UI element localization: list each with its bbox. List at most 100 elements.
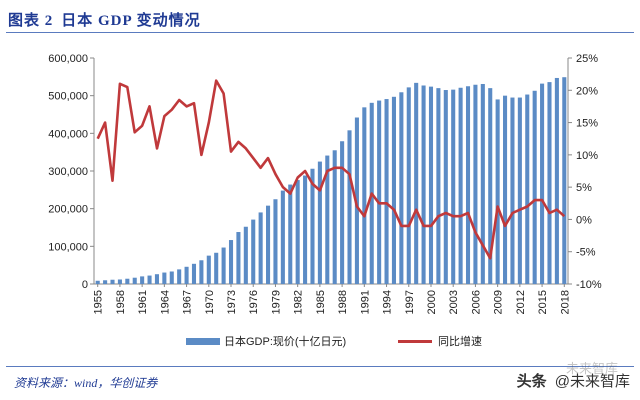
bar (391, 96, 396, 284)
source-note: 资料来源：wind，华创证券 (14, 376, 158, 390)
figure-label: 图表 2 (8, 13, 54, 29)
bar (354, 117, 359, 284)
bar (540, 83, 545, 284)
y2-tick-label: 25% (576, 53, 598, 65)
header-rule (6, 32, 634, 33)
bar (347, 130, 352, 284)
bar (199, 260, 204, 284)
bar (525, 94, 530, 284)
bar (332, 150, 337, 284)
bar (303, 175, 308, 284)
bar (428, 86, 434, 284)
bar (140, 276, 145, 284)
y2-tick-label: 15% (576, 118, 598, 130)
bar (191, 263, 197, 284)
x-tick-label: 2003 (448, 290, 460, 314)
bar (532, 90, 537, 284)
bar (184, 266, 189, 284)
bar (362, 107, 367, 285)
bar (436, 88, 441, 284)
x-tick-label: 2000 (426, 290, 438, 314)
y2-tick-label: -5% (576, 247, 596, 259)
y2-tick-label: 10% (576, 150, 598, 162)
x-tick-label: 1973 (226, 290, 238, 314)
bar (154, 274, 159, 284)
bar (465, 86, 471, 284)
bar (443, 90, 448, 284)
x-tick-label: 1985 (315, 290, 327, 314)
bar (103, 280, 108, 284)
bar (125, 278, 130, 284)
bar (325, 155, 330, 284)
x-tick-label: 1994 (382, 290, 394, 314)
x-tick-label: 2018 (559, 290, 571, 314)
bar (377, 100, 382, 285)
bar (554, 77, 559, 284)
y-tick-label: 0 (82, 279, 88, 291)
x-tick-label: 1955 (93, 290, 105, 314)
bar (95, 280, 100, 284)
bar (221, 247, 226, 284)
x-tick-label: 1961 (137, 290, 149, 314)
bar (310, 168, 315, 284)
bar (280, 190, 285, 284)
bar (488, 88, 493, 284)
bar (169, 271, 174, 284)
bar (273, 199, 278, 284)
bar (547, 82, 552, 285)
bar (495, 99, 500, 284)
watermark: 未来智库 头条 @未来智库 (516, 361, 630, 391)
bar (162, 272, 167, 284)
bar (243, 226, 248, 284)
x-tick-label: 1958 (115, 290, 127, 314)
bar (317, 161, 322, 284)
chart-title: 日本 GDP 变动情况 (61, 13, 201, 29)
bar (110, 279, 115, 284)
bar (503, 95, 508, 284)
legend-label-growth: 同比增速 (438, 336, 482, 348)
legend-label-gdp: 日本GDP:现价(十亿日元) (224, 336, 347, 348)
y-tick-label: 100,000 (48, 241, 88, 253)
legend-item-gdp: 日本GDP:现价(十亿日元) (186, 333, 346, 349)
legend-item-growth: 同比增速 (398, 333, 482, 349)
bar (458, 87, 463, 284)
y2-tick-label: 20% (576, 85, 598, 97)
x-tick-label: 1988 (337, 290, 349, 314)
y2-tick-label: 5% (576, 182, 592, 194)
bar (236, 232, 241, 284)
chart-legend: 日本GDP:现价(十亿日元) 同比增速 (0, 333, 640, 349)
watermark-platform: 头条 (516, 373, 547, 390)
y-tick-label: 200,000 (48, 204, 88, 216)
y2-tick-label: 0% (576, 214, 592, 226)
x-tick-label: 1970 (204, 290, 216, 314)
bar (399, 92, 404, 284)
bar (473, 84, 478, 284)
bar (384, 99, 389, 284)
bar (147, 275, 152, 284)
legend-swatch-line (398, 339, 432, 343)
growth-line (96, 79, 566, 260)
bar (510, 97, 515, 284)
bar (421, 85, 426, 284)
x-tick-label: 1982 (293, 290, 305, 314)
y-tick-label: 400,000 (48, 128, 88, 140)
watermark-account: @未来智库 (554, 373, 630, 390)
x-tick-label: 2009 (493, 290, 505, 314)
y2-tick-label: -10% (576, 279, 602, 291)
x-tick-label: 2012 (515, 290, 527, 314)
x-tick-label: 2006 (470, 290, 482, 314)
footer-rule (6, 366, 634, 367)
x-tick-label: 1979 (270, 290, 282, 314)
bar (414, 82, 419, 284)
bar (214, 252, 219, 284)
bar (266, 205, 271, 284)
x-tick-label: 2015 (537, 290, 549, 314)
bar (451, 89, 456, 284)
x-tick-label: 1991 (359, 290, 371, 314)
bar (251, 219, 256, 284)
bar (117, 279, 122, 284)
x-tick-label: 1997 (404, 290, 416, 314)
bar (288, 184, 293, 284)
bar (406, 87, 411, 284)
y-tick-label: 500,000 (48, 91, 88, 103)
